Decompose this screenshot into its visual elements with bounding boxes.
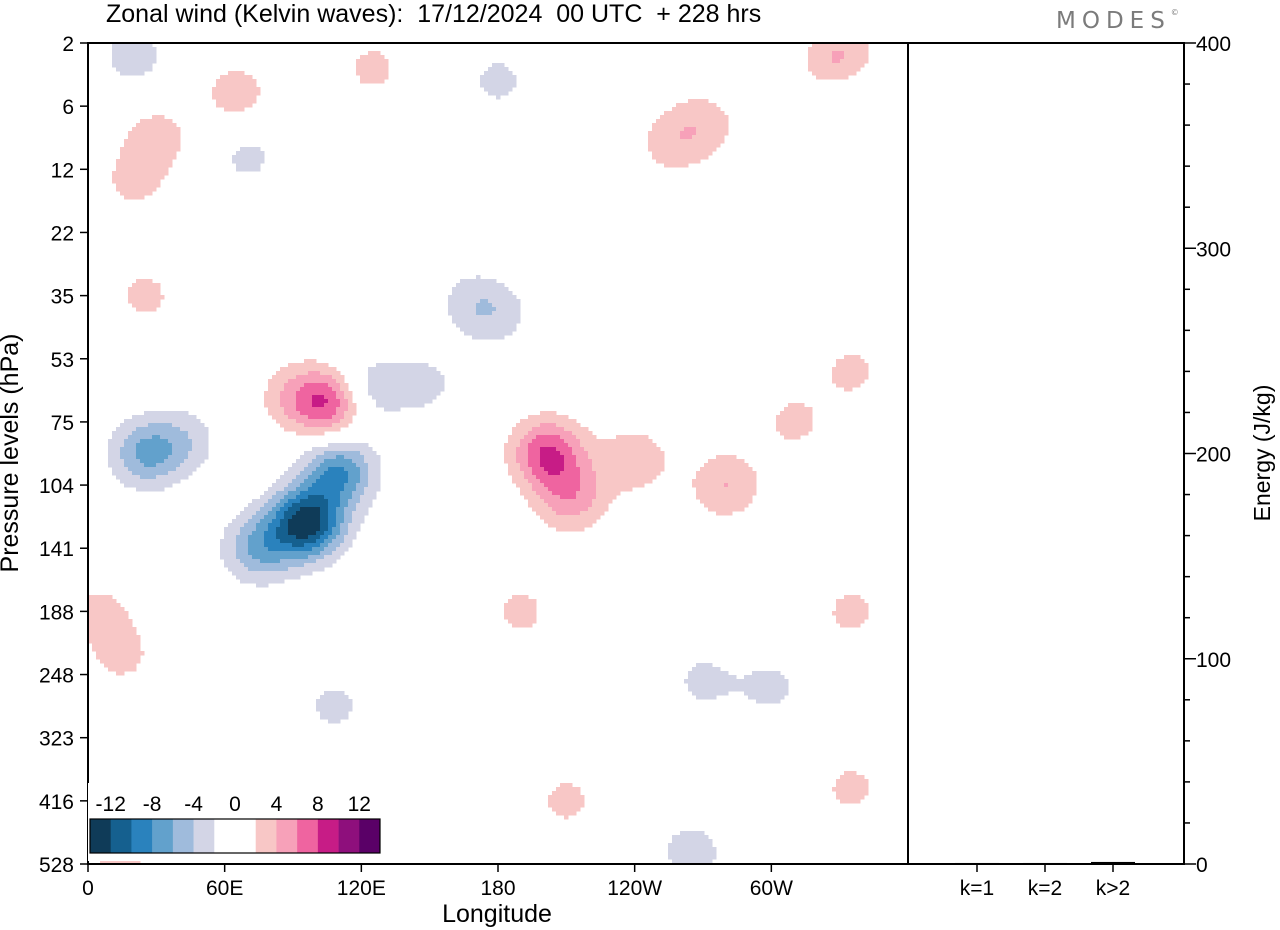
y-tick-label: 53	[51, 349, 74, 372]
y-tick-label: 12	[51, 159, 74, 182]
energy-tick-label: 300	[1196, 238, 1231, 261]
energy-tick-label: 100	[1196, 649, 1231, 672]
bar-category-label: k=1	[960, 877, 994, 900]
colorbar-frame	[89, 818, 381, 854]
colorbar-label: 8	[312, 793, 324, 816]
colorbar-label: -4	[184, 793, 203, 816]
x-axis-label: Longitude	[442, 900, 552, 928]
y-tick-label: 104	[39, 475, 74, 498]
colorbar-swatch	[276, 819, 298, 853]
y-tick-label: 188	[39, 601, 74, 624]
y-tick-label: 35	[51, 286, 74, 309]
y-tick-label: 22	[51, 222, 74, 245]
x-tick-label: 60E	[206, 877, 243, 900]
colorbar-label: 0	[229, 793, 241, 816]
colorbar-swatch	[193, 819, 215, 853]
longitude-axis: 0 60E 120E 180 120W 60W	[82, 864, 793, 900]
colorbar-swatch	[152, 819, 174, 853]
colorbar-swatch	[131, 819, 153, 853]
colorbar-swatch	[172, 819, 194, 853]
colorbar-swatch	[90, 819, 112, 853]
energy-panel-frame	[907, 42, 1185, 865]
y-tick-label: 416	[39, 791, 74, 814]
colorbar-swatch	[359, 819, 381, 853]
bar-category-label: k=2	[1028, 877, 1062, 900]
heatmap-field	[88, 43, 869, 864]
logo-mark: ©	[1170, 8, 1179, 17]
y-tick-label: 6	[62, 96, 74, 119]
y-tick-label: 323	[39, 728, 74, 751]
energy-bars: k=1 k=2 k>2	[955, 861, 1135, 900]
heatmap-frame	[87, 42, 909, 865]
y-tick-label: 2	[62, 33, 74, 56]
logo-text: MODES	[1056, 8, 1171, 34]
colorbar-swatch	[255, 819, 277, 853]
colorbar-label: 4	[271, 793, 283, 816]
colorbar-swatch	[297, 819, 319, 853]
y-axis-label: Pressure levels (hPa)	[0, 334, 24, 573]
chart-title: Zonal wind (Kelvin waves): 17/12/2024 00…	[106, 0, 762, 28]
colorbar-label: -12	[96, 793, 126, 816]
y-tick-label: 75	[51, 412, 74, 435]
bar-category-label: k>2	[1096, 877, 1130, 900]
colorbar-swatch	[235, 819, 257, 853]
colorbar-swatch	[338, 819, 360, 853]
y-tick-label: 141	[39, 538, 74, 561]
colorbar-label: -8	[143, 793, 162, 816]
energy-tick-label: 400	[1196, 33, 1231, 56]
colorbar-swatch	[214, 819, 236, 853]
energy-axis-label: Energy (J/kg)	[1249, 385, 1275, 522]
energy-tick-label: 200	[1196, 444, 1231, 467]
x-tick-label: 120W	[607, 877, 662, 900]
y-tick-label: 528	[39, 854, 74, 877]
energy-axis: 0 100 200 300 400	[1184, 33, 1231, 877]
x-tick-label: 120E	[337, 877, 386, 900]
energy-bar-2	[1023, 862, 1067, 865]
colorbar-swatch	[317, 819, 339, 853]
energy-bar-3	[1091, 861, 1135, 864]
x-tick-label: 60W	[750, 877, 793, 900]
colorbar-swatch	[110, 819, 132, 853]
energy-bar-1	[955, 862, 999, 865]
pressure-axis: 2 6 12 22 35 53 75 104 141 188 248 323 416 528	[39, 33, 88, 877]
colorbar: -12 -8 -4 0 4 8 12	[88, 783, 384, 861]
x-tick-label: 0	[82, 877, 94, 900]
x-tick-label: 180	[480, 877, 515, 900]
modes-logo: MODES©	[1056, 8, 1179, 34]
colorbar-label: 12	[348, 793, 371, 816]
y-tick-label: 248	[39, 665, 74, 688]
energy-tick-label: 0	[1196, 854, 1208, 877]
